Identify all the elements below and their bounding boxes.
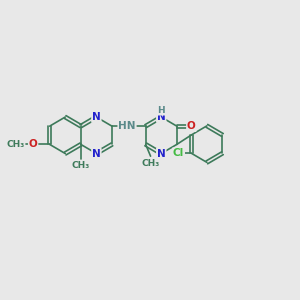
Text: N: N [157,148,166,158]
Text: Cl: Cl [173,148,184,158]
Text: N: N [157,112,166,122]
Text: HN: HN [118,121,136,131]
Text: N: N [92,148,101,158]
Text: CH₃: CH₃ [6,140,24,149]
Text: N: N [92,112,101,122]
Text: CH₃: CH₃ [141,158,160,167]
Text: H: H [158,106,165,115]
Text: CH₃: CH₃ [72,160,90,169]
Text: O: O [29,140,38,149]
Text: O: O [187,121,196,131]
